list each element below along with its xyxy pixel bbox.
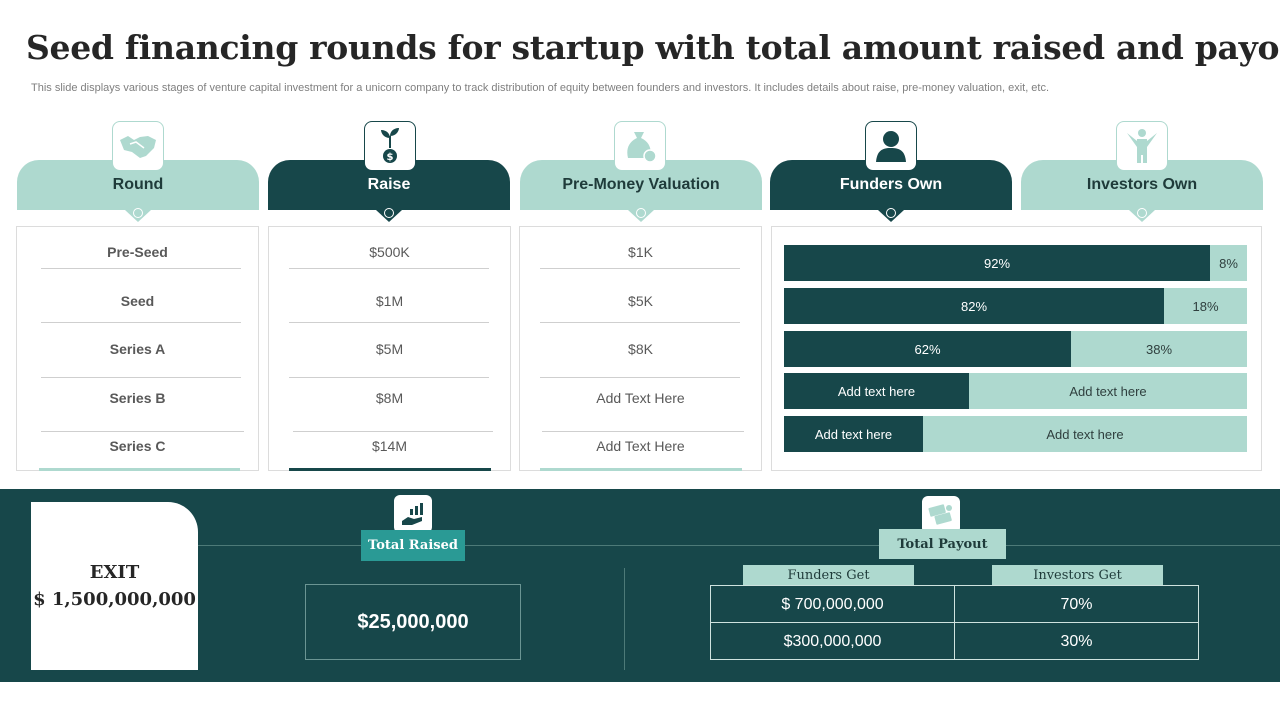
- row-divider: [289, 268, 489, 269]
- row-divider: [540, 268, 740, 269]
- total-raised-value: $25,000,000: [305, 584, 521, 660]
- payout-amount: $300,000,000: [783, 632, 882, 650]
- panel-accent: [39, 468, 240, 471]
- svg-text:$: $: [387, 152, 394, 163]
- money-bag-icon: [614, 121, 666, 171]
- valuation-cell: $8K: [628, 341, 653, 357]
- ownership-bar: 82% 18%: [784, 288, 1247, 324]
- exit-card: EXIT $ 1,500,000,000: [31, 502, 198, 670]
- row-divider: [540, 322, 740, 323]
- header-dot: [886, 208, 896, 218]
- row-divider: [41, 268, 241, 269]
- row-divider: [41, 322, 241, 323]
- page-subtitle: This slide displays various stages of ve…: [31, 82, 1050, 94]
- panel-accent: [540, 468, 742, 471]
- page-title: Seed financing rounds for startup with t…: [26, 28, 1280, 67]
- exit-label: EXIT: [89, 562, 140, 583]
- raise-cell: $5M: [375, 341, 404, 357]
- investors-own-segment: Add text here: [969, 373, 1247, 409]
- payout-row-divider: [711, 622, 1198, 623]
- header-valuation: Pre-Money Valuation: [520, 160, 762, 222]
- valuation-cell: Add Text Here: [596, 390, 685, 406]
- funders-own-segment: 82%: [784, 288, 1164, 324]
- investors-own-segment: 8%: [1210, 245, 1247, 281]
- plant-money-icon: $: [364, 121, 416, 171]
- row-divider: [293, 431, 493, 432]
- person-icon: [865, 121, 917, 171]
- header-investors-own-label: Investors Own: [1086, 176, 1198, 193]
- header-funders-own-label: Funders Own: [839, 176, 943, 193]
- row-divider: [41, 377, 241, 378]
- ownership-bar: 92% 8%: [784, 245, 1247, 281]
- total-raised-label: Total Raised: [361, 530, 465, 561]
- header-valuation-label: Pre-Money Valuation: [562, 176, 720, 193]
- row-divider: [542, 431, 744, 432]
- row-divider: [289, 377, 489, 378]
- exit-value: $ 1,500,000,000: [33, 589, 196, 610]
- ownership-bar: Add text here Add text here: [784, 373, 1247, 409]
- total-payout-label: Total Payout: [879, 529, 1006, 559]
- ownership-bar: 62% 38%: [784, 331, 1247, 367]
- payout-table: $ 700,000,000 70% $300,000,000 30%: [710, 585, 1199, 660]
- ownership-bar: Add text here Add text here: [784, 416, 1247, 452]
- funders-own-segment: Add text here: [784, 373, 969, 409]
- funders-own-segment: 62%: [784, 331, 1071, 367]
- funders-get-header: Funders Get: [743, 565, 914, 585]
- header-dot: [133, 208, 143, 218]
- raise-cell: $1M: [375, 293, 404, 309]
- cash-icon: [922, 496, 960, 534]
- investors-own-segment: Add text here: [923, 416, 1247, 452]
- investors-own-segment: 38%: [1071, 331, 1247, 367]
- round-cell: Seed: [120, 293, 155, 309]
- payout-amount: $ 700,000,000: [781, 595, 884, 613]
- round-panel: Pre-Seed Seed Series A Series B Series C: [16, 226, 259, 471]
- hand-chart-icon: [394, 495, 432, 533]
- valuation-cell: $1K: [628, 244, 653, 260]
- row-divider: [41, 431, 244, 432]
- raise-cell: $500K: [369, 244, 410, 260]
- round-cell: Series B: [109, 390, 166, 406]
- round-cell: Pre-Seed: [107, 244, 168, 260]
- valuation-cell: Add Text Here: [596, 438, 685, 454]
- row-divider: [540, 377, 740, 378]
- funders-own-segment: Add text here: [784, 416, 923, 452]
- valuation-panel: $1K $5K $8K Add Text Here Add Text Here: [519, 226, 762, 471]
- payout-percent: 70%: [1060, 595, 1093, 613]
- handshake-icon: [112, 121, 164, 171]
- header-raise-label: Raise: [367, 176, 411, 193]
- investors-get-header: Investors Get: [992, 565, 1163, 585]
- raise-cell: $14M: [371, 438, 408, 454]
- band-vertical-divider: [624, 568, 625, 670]
- round-cell: Series A: [109, 341, 166, 357]
- valuation-cell: $5K: [628, 293, 653, 309]
- funders-own-segment: 92%: [784, 245, 1210, 281]
- row-divider: [289, 322, 489, 323]
- header-dot: [384, 208, 394, 218]
- panel-accent: [289, 468, 491, 471]
- band-divider: [198, 545, 1280, 546]
- header-dot: [636, 208, 646, 218]
- header-dot: [1137, 208, 1147, 218]
- header-round-label: Round: [112, 176, 164, 193]
- angel-investor-icon: [1116, 121, 1168, 171]
- payout-percent: 30%: [1060, 632, 1093, 650]
- raise-panel: $500K $1M $5M $8M $14M: [268, 226, 511, 471]
- raise-cell: $8M: [375, 390, 404, 406]
- investors-own-segment: 18%: [1164, 288, 1247, 324]
- round-cell: Series C: [109, 438, 166, 454]
